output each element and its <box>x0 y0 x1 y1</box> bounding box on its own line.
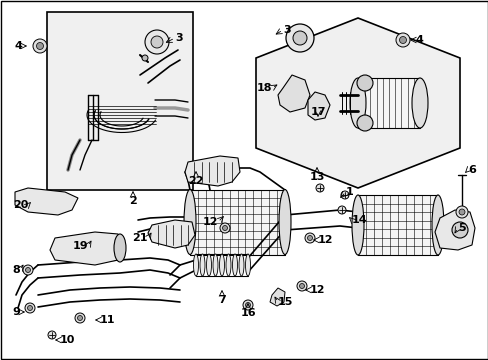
Text: 6: 6 <box>467 165 475 175</box>
Text: 3: 3 <box>175 33 182 43</box>
Circle shape <box>33 39 47 53</box>
Circle shape <box>243 300 252 310</box>
Ellipse shape <box>431 195 443 255</box>
Ellipse shape <box>206 254 211 276</box>
Circle shape <box>220 223 229 233</box>
Ellipse shape <box>411 78 427 128</box>
Circle shape <box>315 184 324 192</box>
Text: 19: 19 <box>72 241 88 251</box>
Circle shape <box>292 31 306 45</box>
Ellipse shape <box>279 189 290 255</box>
Bar <box>47 12 193 190</box>
Polygon shape <box>15 188 78 215</box>
Text: 22: 22 <box>188 176 203 186</box>
Circle shape <box>37 42 43 50</box>
Polygon shape <box>434 210 474 250</box>
Circle shape <box>245 302 250 307</box>
Bar <box>357 78 419 128</box>
Circle shape <box>27 306 32 310</box>
Circle shape <box>299 284 304 288</box>
Text: 11: 11 <box>100 315 115 325</box>
Ellipse shape <box>114 234 126 262</box>
Circle shape <box>77 315 82 320</box>
Circle shape <box>222 225 227 230</box>
Text: 9: 9 <box>12 307 20 317</box>
Circle shape <box>23 265 33 275</box>
Ellipse shape <box>245 254 250 276</box>
Circle shape <box>75 313 85 323</box>
Text: 1: 1 <box>346 187 353 197</box>
Polygon shape <box>307 92 329 120</box>
Circle shape <box>395 33 409 47</box>
Circle shape <box>285 24 313 52</box>
Polygon shape <box>50 232 122 265</box>
Ellipse shape <box>232 254 237 276</box>
Text: 12: 12 <box>202 217 218 227</box>
Text: 4: 4 <box>14 41 22 51</box>
Circle shape <box>151 36 163 48</box>
Circle shape <box>25 267 30 273</box>
Circle shape <box>458 209 464 215</box>
Text: 18: 18 <box>256 83 271 93</box>
Text: 15: 15 <box>278 297 293 307</box>
Text: 4: 4 <box>414 35 422 45</box>
Circle shape <box>48 331 56 339</box>
Circle shape <box>296 281 306 291</box>
Text: 8: 8 <box>12 265 20 275</box>
Polygon shape <box>256 18 459 188</box>
Circle shape <box>455 206 467 218</box>
Ellipse shape <box>239 254 244 276</box>
Text: 5: 5 <box>457 223 465 233</box>
Circle shape <box>356 115 372 131</box>
Polygon shape <box>148 220 195 248</box>
Polygon shape <box>184 156 240 186</box>
Ellipse shape <box>193 254 198 276</box>
Text: 3: 3 <box>283 25 290 35</box>
Ellipse shape <box>225 254 230 276</box>
Circle shape <box>337 206 346 214</box>
Polygon shape <box>269 288 285 306</box>
Ellipse shape <box>213 254 218 276</box>
Text: 20: 20 <box>13 200 28 210</box>
Text: 2: 2 <box>129 196 137 206</box>
Text: 14: 14 <box>351 215 367 225</box>
Circle shape <box>451 222 467 238</box>
Text: 21: 21 <box>132 233 148 243</box>
Circle shape <box>145 30 169 54</box>
Circle shape <box>142 55 148 61</box>
Text: 12: 12 <box>309 285 325 295</box>
Circle shape <box>399 36 406 44</box>
Circle shape <box>25 303 35 313</box>
Polygon shape <box>278 75 309 112</box>
Bar <box>190 190 285 255</box>
Circle shape <box>307 235 312 240</box>
Text: 16: 16 <box>240 308 255 318</box>
Text: 7: 7 <box>218 295 225 305</box>
Ellipse shape <box>183 189 196 255</box>
Circle shape <box>340 191 348 199</box>
Ellipse shape <box>349 78 365 128</box>
Ellipse shape <box>200 254 204 276</box>
Ellipse shape <box>219 254 224 276</box>
Ellipse shape <box>351 195 363 255</box>
Circle shape <box>305 233 314 243</box>
Text: 12: 12 <box>317 235 333 245</box>
Text: 17: 17 <box>309 107 325 117</box>
Text: 13: 13 <box>309 172 324 182</box>
Bar <box>357 195 437 255</box>
Text: 10: 10 <box>60 335 75 345</box>
Circle shape <box>356 75 372 91</box>
